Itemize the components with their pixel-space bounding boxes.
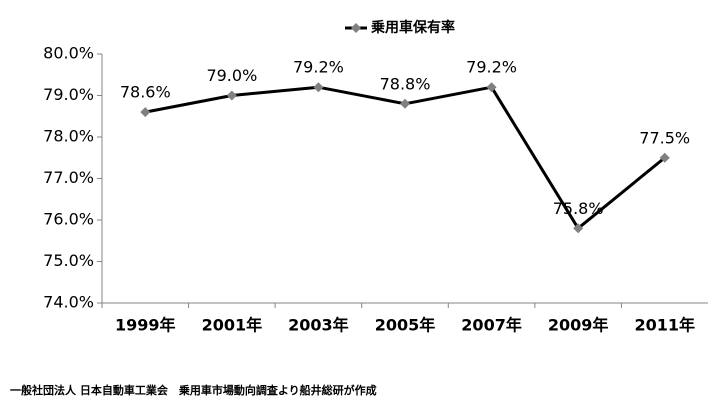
point-marker [226, 90, 237, 101]
y-tick-label: 77.0% [43, 168, 94, 187]
y-tick-label: 79.0% [43, 85, 94, 104]
point-marker [400, 98, 410, 109]
source-note: 一般社団法人 日本自動車工業会 乗用車市場動向調査より船井総研が作成 [10, 383, 377, 397]
x-tick-label: 1999年 [115, 316, 176, 335]
point-marker [659, 152, 670, 163]
x-tick-label: 2001年 [202, 316, 263, 335]
data-label: 78.8% [380, 74, 431, 93]
data-label: 79.2% [293, 58, 344, 77]
y-tick-label: 80.0% [43, 44, 94, 63]
x-tick-label: 2011年 [634, 316, 695, 335]
point-marker [573, 223, 584, 234]
legend-label: 乗用車保有率 [370, 19, 455, 36]
point-marker [140, 107, 151, 118]
data-label: 79.2% [466, 58, 517, 77]
y-tick-label: 75.0% [43, 251, 94, 270]
point-marker [313, 82, 324, 93]
data-label: 75.8% [553, 199, 604, 218]
y-tick-label: 74.0% [43, 293, 94, 312]
y-tick-label: 78.0% [43, 127, 94, 146]
data-label: 78.6% [120, 83, 171, 102]
data-label: 77.5% [639, 128, 690, 147]
x-tick-label: 2005年 [375, 316, 436, 335]
x-tick-label: 2007年 [461, 316, 522, 335]
legend-marker [351, 23, 361, 33]
point-marker [486, 82, 497, 93]
y-tick-label: 76.0% [43, 210, 94, 229]
data-label: 79.0% [206, 66, 257, 85]
x-tick-label: 2003年 [288, 316, 349, 335]
x-tick-label: 2009年 [548, 316, 609, 335]
